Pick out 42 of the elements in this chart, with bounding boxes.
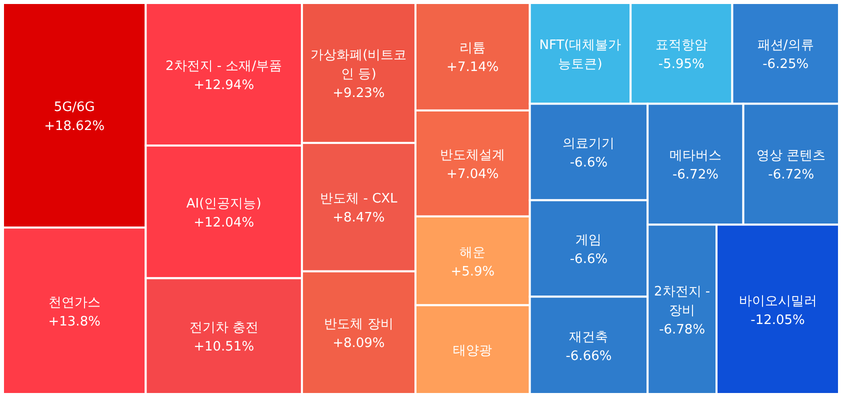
data-label: +8.09% bbox=[332, 336, 385, 352]
data-label: +12.04% bbox=[194, 215, 254, 230]
category-label: NFT(대체불가능토큰) bbox=[539, 38, 622, 72]
category-label: 게임 bbox=[576, 232, 602, 248]
category-label: 반도체 - CXL bbox=[320, 192, 398, 207]
category-label: 2차전지 - 장비 bbox=[654, 284, 710, 318]
data-label: -5.95% bbox=[658, 56, 704, 72]
category-label: 영상 콘텐츠 bbox=[756, 148, 826, 164]
category-label: 반도체설계 bbox=[440, 148, 506, 163]
data-label: +7.14% bbox=[446, 60, 499, 76]
category-label: 태양광 bbox=[453, 344, 492, 359]
category-label: 표적항암 bbox=[655, 38, 708, 53]
data-label: +9.23% bbox=[332, 86, 385, 101]
category-label: 재건축 bbox=[569, 330, 608, 345]
category-label: 의료기기 bbox=[562, 136, 615, 152]
category-label: 해운 bbox=[460, 245, 486, 260]
data-label: +7.04% bbox=[446, 166, 499, 182]
data-label: -6.72% bbox=[672, 168, 718, 183]
category-label: 천연가스 bbox=[48, 295, 100, 310]
data-label: -6.72% bbox=[768, 168, 814, 183]
data-label: -12.05% bbox=[750, 312, 805, 328]
category-label: 가상화폐(비트코인 등) bbox=[310, 48, 407, 82]
category-label: 메타버스 bbox=[669, 148, 722, 164]
data-label: +18.62% bbox=[44, 118, 105, 134]
data-label: -6.25% bbox=[762, 56, 809, 72]
data-label: -6.6% bbox=[570, 155, 608, 170]
category-label: 리튬 bbox=[460, 41, 486, 56]
data-label: +13.8% bbox=[48, 314, 100, 330]
data-label: +5.9% bbox=[450, 264, 495, 280]
category-label: 바이오시밀러 bbox=[738, 294, 817, 309]
category-label: AI(인공지능) bbox=[186, 196, 262, 212]
category-label: 2차전지 - 소재/부품 bbox=[166, 58, 282, 74]
data-label: -6.6% bbox=[570, 252, 608, 267]
data-label: -6.78% bbox=[659, 322, 706, 338]
data-label: +8.47% bbox=[332, 210, 385, 226]
category-label: 반도체 장비 bbox=[324, 317, 394, 332]
category-label: 패션/의류 bbox=[757, 38, 814, 53]
data-label: +12.94% bbox=[194, 78, 254, 93]
data-label: -6.66% bbox=[566, 348, 612, 364]
data-label: +10.51% bbox=[194, 340, 254, 355]
category-label: 5G/6G bbox=[54, 100, 95, 115]
category-label: 전기차 충전 bbox=[189, 320, 258, 336]
